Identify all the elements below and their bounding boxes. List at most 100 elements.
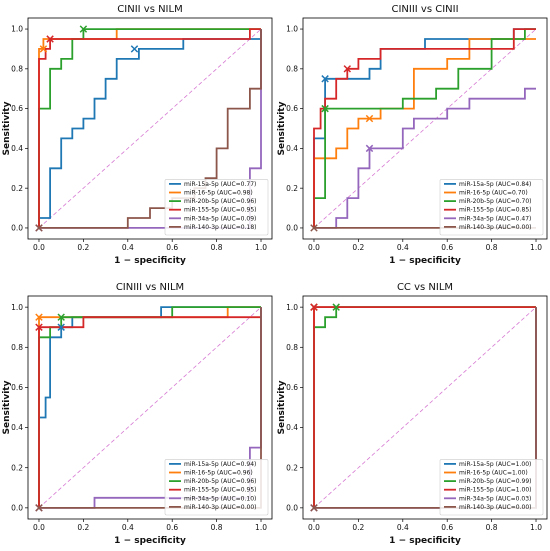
plot-frame (27, 295, 273, 520)
marker-stroke (310, 303, 318, 311)
y-tick-label: 0.2 (286, 184, 298, 193)
legend-entry: miR-20b-5p (AUC=0.99) (459, 478, 532, 485)
marker-stroke (343, 65, 352, 73)
legend-entry: miR-16-5p (AUC=0.98) (184, 190, 253, 197)
legend-entry: miR-140-3p (AUC=0.18) (184, 224, 257, 231)
roc-panel-4: CC vs NILM 0.0 0.0 0.2 0.2 0.4 0.4 0.6 0.6 0.8 0.8… (277, 282, 548, 546)
y-tick-label: 0.2 (11, 463, 23, 472)
y-tick-label: 0.2 (286, 463, 298, 472)
legend-box (439, 179, 544, 236)
legend-entry: miR-15a-5p (AUC=0.94) (184, 461, 256, 468)
legend: miR-15a-5p (AUC=0.77) miR-16-5p (AUC=0.98… (164, 179, 269, 236)
optimal-point-marker (332, 303, 340, 311)
y-tick-label: 0.0 (11, 503, 23, 512)
roc-line-miR-155-5p (38, 316, 261, 508)
legend-entry: miR-155-5p (AUC=0.95) (184, 207, 257, 214)
legend-entry: miR-140-3p (AUC=0.00) (459, 504, 532, 511)
marker-stroke (130, 45, 139, 53)
optimal-point-marker (321, 75, 329, 83)
legend-box (164, 179, 269, 236)
y-tick-label: 0.8 (11, 343, 23, 352)
y-tick-label: 1.0 (11, 25, 23, 34)
y-tick-label: 0.8 (286, 64, 298, 73)
optimal-point-marker (365, 144, 374, 153)
optimal-point-marker (35, 224, 43, 232)
x-tick-label: 0.6 (441, 523, 453, 532)
x-tick-label: 0.4 (397, 523, 409, 532)
roc-line-miR-15a-5p (38, 29, 262, 228)
optimal-point-marker (365, 114, 374, 123)
marker-stroke (332, 303, 340, 311)
x-tick-label: 0.6 (166, 523, 178, 532)
x-tick-label: 0.0 (308, 243, 320, 252)
marker-stroke (35, 504, 43, 512)
y-tick-label: 0.6 (286, 104, 298, 113)
y-axis-label: Sensitivity (2, 101, 12, 155)
marker-stroke (310, 504, 318, 512)
optimal-point-marker (35, 313, 43, 321)
x-tick-label: 0.2 (77, 243, 89, 252)
legend-entry: miR-155-5p (AUC=1.00) (459, 487, 532, 494)
legend-entry: miR-16-5p (AUC=0.96) (184, 470, 253, 477)
x-tick-label: 1.0 (530, 523, 542, 532)
optimal-point-marker (321, 104, 329, 113)
legend-entry: miR-20b-5p (AUC=0.70) (459, 198, 532, 205)
x-tick-label: 0.2 (77, 523, 89, 532)
legend-entry: miR-15a-5p (AUC=0.84) (459, 181, 531, 188)
x-axis-label: 1 − specificity (389, 536, 461, 546)
reference-diagonal (38, 28, 262, 229)
roc-panel-1: CINII vs NILM 0.0 0.0 0.2 0.2 0.4 0.4 0.6 0.6 0.8… (2, 4, 273, 266)
optimal-point-marker (39, 45, 48, 53)
legend-entry: miR-34a-5p (AUC=0.03) (459, 495, 531, 502)
optimal-point-marker (35, 323, 43, 331)
x-tick-label: 0.8 (486, 523, 498, 532)
optimal-point-marker (35, 504, 43, 512)
x-tick-label: 0.4 (122, 523, 134, 532)
x-tick-label: 0.4 (122, 243, 134, 252)
y-axis-label: Sensitivity (2, 380, 12, 434)
y-tick-label: 1.0 (286, 303, 298, 312)
y-tick-label: 0.4 (286, 144, 298, 153)
marker-stroke (46, 35, 54, 43)
marker-stroke (39, 45, 48, 53)
roc-line-miR-20b-5p (313, 28, 536, 228)
x-tick-label: 0.8 (486, 243, 498, 252)
marker-stroke (365, 144, 374, 153)
roc-line-miR-155-5p (38, 28, 261, 228)
x-tick-label: 0.8 (211, 243, 223, 252)
marker-stroke (365, 114, 374, 123)
y-axis-label: Sensitivity (277, 380, 287, 434)
x-tick-label: 1.0 (255, 243, 267, 252)
optimal-point-marker (343, 65, 352, 73)
legend-entry: miR-20b-5p (AUC=0.96) (184, 478, 257, 485)
y-tick-label: 0.6 (11, 383, 23, 392)
y-tick-label: 0.0 (286, 503, 298, 512)
y-tick-label: 0.6 (286, 383, 298, 392)
y-tick-label: 0.4 (286, 423, 298, 432)
legend-entry: miR-155-5p (AUC=0.95) (184, 487, 257, 494)
x-tick-label: 0.0 (308, 523, 320, 532)
y-tick-label: 0.0 (11, 224, 23, 233)
optimal-point-marker (130, 45, 139, 53)
x-tick-label: 0.4 (397, 243, 409, 252)
legend-entry: miR-15a-5p (AUC=0.77) (184, 181, 256, 188)
roc-line-miR-34a-5p (314, 87, 536, 229)
legend-box (164, 459, 269, 516)
y-tick-label: 0.2 (11, 184, 23, 193)
legend-entry: miR-20b-5p (AUC=0.96) (184, 198, 257, 205)
x-tick-label: 0.6 (166, 243, 178, 252)
optimal-point-marker (310, 224, 318, 232)
legend-entry: miR-140-3p (AUC=0.00) (459, 224, 532, 231)
y-tick-label: 0.6 (11, 104, 23, 113)
y-tick-label: 0.0 (286, 224, 298, 233)
marker-stroke (57, 313, 65, 321)
x-axis-label: 1 − specificity (389, 256, 461, 266)
chart-title: CINII vs NILM (117, 4, 182, 15)
marker-stroke (35, 313, 43, 321)
optimal-point-marker (310, 303, 318, 311)
optimal-point-marker (310, 504, 318, 512)
y-tick-label: 0.8 (11, 64, 23, 73)
legend-entry: miR-16-5p (AUC=0.70) (459, 190, 528, 197)
reference-diagonal (313, 306, 537, 509)
y-tick-label: 1.0 (11, 303, 23, 312)
